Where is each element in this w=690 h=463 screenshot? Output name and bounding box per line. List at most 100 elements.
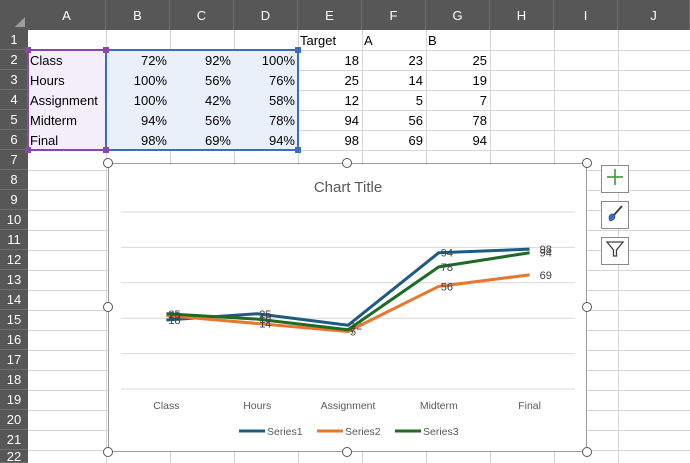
cell-d4[interactable]: 58% (268, 92, 295, 108)
cell-b5[interactable]: 94% (140, 112, 167, 128)
row-header-22[interactable]: 22 (0, 449, 28, 463)
gridline (28, 50, 690, 51)
gridline (106, 30, 107, 463)
cell-d3[interactable]: 76% (268, 72, 295, 88)
data-label: 69 (540, 270, 552, 282)
row-header-3[interactable]: 3 (0, 70, 28, 90)
cell-d2[interactable]: 100% (261, 52, 295, 68)
row-header-5[interactable]: 5 (0, 110, 28, 130)
cell-e6[interactable]: 98 (344, 132, 359, 148)
cell-b3[interactable]: 100% (133, 72, 167, 88)
chart-styles-button[interactable] (601, 201, 629, 229)
chart-resize-handle[interactable] (342, 158, 352, 168)
cell-e1[interactable]: Target (300, 32, 337, 48)
cell-c4[interactable]: 42% (204, 92, 231, 108)
cell-a5[interactable]: Midterm (30, 112, 77, 128)
cell-e3[interactable]: 25 (344, 72, 359, 88)
cell-g5[interactable]: 78 (472, 112, 487, 128)
data-label: 25 (259, 309, 271, 321)
cell-a3[interactable]: Hours (30, 72, 65, 88)
column-header-f[interactable]: F (362, 0, 426, 30)
cell-d5[interactable]: 78% (268, 112, 295, 128)
row-header-12[interactable]: 12 (0, 250, 28, 270)
cell-f2[interactable]: 23 (408, 52, 423, 68)
row-header-1[interactable]: 1 (0, 30, 28, 50)
cell-a6[interactable]: Final (30, 132, 59, 148)
selection-range-a[interactable] (27, 49, 107, 151)
chart-resize-handle[interactable] (582, 302, 592, 312)
chart-filters-button[interactable] (601, 237, 629, 265)
cell-g2[interactable]: 25 (472, 52, 487, 68)
column-header-g[interactable]: G (426, 0, 490, 30)
column-header-e[interactable]: E (298, 0, 362, 30)
chart-resize-handle[interactable] (342, 447, 352, 457)
row-header-9[interactable]: 9 (0, 190, 28, 210)
chart-elements-button[interactable] (601, 165, 629, 193)
row-header-21[interactable]: 21 (0, 430, 28, 450)
cell-f4[interactable]: 5 (415, 92, 423, 108)
row-header-19[interactable]: 19 (0, 390, 28, 410)
row-header-17[interactable]: 17 (0, 350, 28, 370)
line-chart[interactable]: Chart Title Class Hours Assignment Midterm Fi… (108, 163, 587, 452)
column-header-a[interactable]: A (28, 0, 106, 30)
data-label: 94 (441, 248, 453, 260)
range-handle[interactable] (25, 147, 31, 153)
row-header-14[interactable]: 14 (0, 290, 28, 310)
cell-b2[interactable]: 72% (140, 52, 167, 68)
cell-d6[interactable]: 94% (268, 132, 295, 148)
column-header-c[interactable]: C (170, 0, 234, 30)
row-header-15[interactable]: 15 (0, 310, 28, 330)
column-header-i[interactable]: I (554, 0, 618, 30)
cell-c5[interactable]: 56% (204, 112, 231, 128)
row-header-2[interactable]: 2 (0, 50, 28, 70)
chart-resize-handle[interactable] (103, 447, 113, 457)
cell-e5[interactable]: 94 (344, 112, 359, 128)
row-header-18[interactable]: 18 (0, 370, 28, 390)
chart-resize-handle[interactable] (582, 447, 592, 457)
column-header-h[interactable]: H (490, 0, 554, 30)
cell-b4[interactable]: 100% (133, 92, 167, 108)
column-header-b[interactable]: B (106, 0, 170, 30)
row-header-7[interactable]: 7 (0, 150, 28, 170)
cell-e4[interactable]: 12 (344, 92, 359, 108)
gridline (28, 90, 690, 91)
cell-g4[interactable]: 7 (479, 92, 487, 108)
data-label: 25 (168, 309, 180, 321)
cell-f5[interactable]: 56 (408, 112, 423, 128)
select-all-corner[interactable] (0, 0, 28, 30)
range-handle[interactable] (25, 47, 31, 53)
row-header-8[interactable]: 8 (0, 170, 28, 190)
cell-c6[interactable]: 69% (204, 132, 231, 148)
cell-a2[interactable]: Class (30, 52, 63, 68)
cell-g6[interactable]: 94 (472, 132, 487, 148)
row-header-10[interactable]: 10 (0, 210, 28, 230)
gridline (28, 70, 690, 71)
chart-resize-handle[interactable] (103, 158, 113, 168)
cell-a4[interactable]: Assignment (30, 92, 98, 108)
row-header-13[interactable]: 13 (0, 270, 28, 290)
row-header-6[interactable]: 6 (0, 130, 28, 150)
cell-e2[interactable]: 18 (344, 52, 359, 68)
cell-c3[interactable]: 56% (204, 72, 231, 88)
row-header-11[interactable]: 11 (0, 230, 28, 250)
cell-f6[interactable]: 69 (408, 132, 423, 148)
cell-g3[interactable]: 19 (472, 72, 487, 88)
row-header-4[interactable]: 4 (0, 90, 28, 110)
cell-f3[interactable]: 14 (408, 72, 423, 88)
cell-f1[interactable]: A (364, 32, 373, 48)
range-handle[interactable] (103, 147, 109, 153)
paintbrush-icon (605, 203, 625, 228)
cell-b6[interactable]: 98% (140, 132, 167, 148)
range-handle[interactable] (295, 47, 301, 53)
column-header-j[interactable]: J (618, 0, 690, 30)
selection-range-bd[interactable] (105, 49, 299, 151)
row-header-20[interactable]: 20 (0, 410, 28, 430)
cell-c2[interactable]: 92% (204, 52, 231, 68)
cell-g1[interactable]: B (428, 32, 437, 48)
range-handle[interactable] (295, 147, 301, 153)
column-header-d[interactable]: D (234, 0, 298, 30)
chart-resize-handle[interactable] (103, 302, 113, 312)
chart-resize-handle[interactable] (582, 158, 592, 168)
row-header-16[interactable]: 16 (0, 330, 28, 350)
range-handle[interactable] (103, 47, 109, 53)
